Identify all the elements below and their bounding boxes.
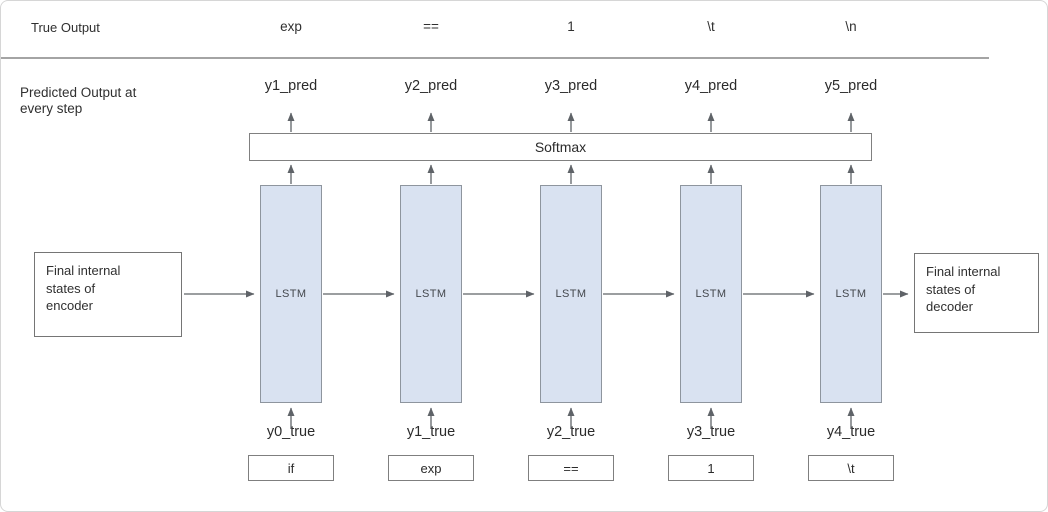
pred-label-5: y5_pred <box>824 78 878 94</box>
encoder-box-line1: Final internal <box>46 263 121 278</box>
lstm-block-4: LSTM <box>680 185 742 403</box>
encoder-final-state-box: Final internal states of encoder <box>34 252 182 337</box>
input-token-box-5: \t <box>808 455 894 481</box>
decoder-box-line3: decoder <box>926 299 973 314</box>
true-label-3: y2_true <box>546 424 596 440</box>
true-label-4: y3_true <box>686 424 736 440</box>
true-output-token-5: \n <box>845 19 857 34</box>
encoder-box-line2: states of <box>46 280 96 296</box>
true-output-token-3: 1 <box>567 19 575 34</box>
predicted-output-label: Predicted Output at every step <box>20 85 155 117</box>
softmax-label: Softmax <box>534 139 587 155</box>
pred-label-2: y2_pred <box>404 78 458 94</box>
true-output-token-4: \t <box>707 19 715 34</box>
lstm-block-1: LSTM <box>260 185 322 403</box>
header-divider-line <box>1 57 989 59</box>
predicted-output-label-line1: Predicted Output at <box>20 85 137 100</box>
softmax-box: Softmax <box>249 133 872 161</box>
lstm-block-3: LSTM <box>540 185 602 403</box>
true-output-row-label: True Output <box>31 20 100 35</box>
true-label-1: y0_true <box>266 424 316 440</box>
decoder-box-line2: states of <box>926 281 976 297</box>
encoder-box-line3: encoder <box>46 298 93 313</box>
lstm-block-2: LSTM <box>400 185 462 403</box>
input-token-box-2: exp <box>388 455 474 481</box>
decoder-box-line1: Final internal <box>926 264 1001 279</box>
pred-label-1: y1_pred <box>264 78 318 94</box>
input-token-box-1: if <box>248 455 334 481</box>
input-token-box-4: 1 <box>668 455 754 481</box>
true-output-token-1: exp <box>280 19 302 34</box>
pred-label-4: y4_pred <box>684 78 738 94</box>
predicted-output-label-line2: every step <box>20 101 83 116</box>
true-label-5: y4_true <box>826 424 876 440</box>
true-label-2: y1_true <box>406 424 456 440</box>
input-token-box-3: == <box>528 455 614 481</box>
lstm-block-5: LSTM <box>820 185 882 403</box>
true-output-token-2: == <box>423 19 439 34</box>
decoder-final-state-box: Final internal states of decoder <box>914 253 1039 333</box>
pred-label-3: y3_pred <box>544 78 598 94</box>
